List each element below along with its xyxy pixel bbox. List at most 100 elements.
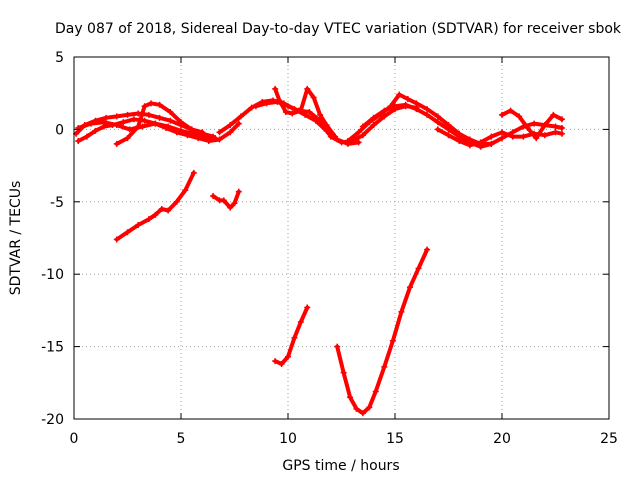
data-point xyxy=(323,122,330,129)
data-point xyxy=(130,116,137,123)
data-point xyxy=(355,129,362,136)
series-line xyxy=(114,170,196,242)
data-point xyxy=(148,100,155,107)
plot-area xyxy=(73,85,565,417)
data-point xyxy=(415,265,422,272)
data-point xyxy=(235,188,242,195)
data-point xyxy=(370,114,377,121)
series-track-g xyxy=(272,85,339,140)
data-point xyxy=(285,103,291,110)
data-point xyxy=(165,207,172,214)
data-point xyxy=(344,137,351,144)
data-point xyxy=(541,122,548,129)
data-point xyxy=(113,236,120,243)
series-line xyxy=(500,108,564,141)
data-point xyxy=(306,109,313,116)
data-point xyxy=(392,103,398,110)
plot-frame xyxy=(73,56,610,420)
x-tick-label: 25 xyxy=(600,431,618,447)
series-line xyxy=(273,305,310,366)
data-point xyxy=(237,113,244,120)
chart-title: Day 087 of 2018, Sidereal Day-to-day VTE… xyxy=(55,21,622,37)
data-point xyxy=(533,135,540,142)
data-point xyxy=(75,137,82,144)
data-point xyxy=(355,139,362,146)
data-point xyxy=(366,404,373,411)
data-point xyxy=(402,101,409,108)
data-point xyxy=(424,111,431,118)
data-point xyxy=(550,111,557,118)
data-point xyxy=(252,103,259,110)
data-point xyxy=(317,111,324,118)
data-point xyxy=(178,127,184,134)
series-track-m xyxy=(210,188,242,211)
data-point xyxy=(212,135,219,142)
data-point xyxy=(332,133,339,140)
data-point xyxy=(272,85,279,92)
data-point xyxy=(113,113,120,120)
data-point xyxy=(558,130,565,137)
data-point xyxy=(381,113,388,120)
data-point xyxy=(370,122,377,129)
data-point xyxy=(158,206,165,213)
data-point xyxy=(124,229,131,236)
data-point xyxy=(477,139,484,146)
data-point xyxy=(152,211,159,218)
data-point xyxy=(445,132,452,139)
data-point xyxy=(135,110,142,117)
data-point xyxy=(126,126,133,133)
data-point xyxy=(297,107,304,114)
data-point xyxy=(372,388,379,395)
data-point xyxy=(531,120,538,127)
data-point xyxy=(381,363,388,370)
data-point xyxy=(88,120,95,127)
data-point xyxy=(216,129,223,136)
data-point xyxy=(434,119,441,126)
data-point xyxy=(173,198,180,205)
y-axis-label: SDTVAR / TECUs xyxy=(8,181,24,296)
x-tick-label: 10 xyxy=(279,431,297,447)
data-point xyxy=(499,111,505,118)
data-point xyxy=(499,129,505,136)
data-point xyxy=(520,133,527,140)
data-point xyxy=(103,114,110,121)
data-point xyxy=(398,308,405,315)
data-point xyxy=(145,216,152,223)
data-point xyxy=(248,104,255,111)
data-point xyxy=(282,109,289,116)
data-point xyxy=(167,109,174,116)
series-track-j xyxy=(434,126,565,149)
data-point xyxy=(516,113,523,120)
y-tick-label: -20 xyxy=(41,412,64,428)
data-point xyxy=(190,169,197,176)
data-point xyxy=(190,130,197,137)
x-tick-label: 15 xyxy=(386,431,404,447)
data-point xyxy=(278,360,285,367)
y-tick-label: -10 xyxy=(41,267,64,283)
data-point xyxy=(145,111,152,118)
series-track-h xyxy=(344,91,495,147)
data-point xyxy=(263,100,270,107)
series-track-k xyxy=(499,107,565,142)
data-point xyxy=(404,95,411,102)
data-point xyxy=(220,197,227,204)
data-point xyxy=(152,120,159,127)
data-point xyxy=(276,97,283,104)
data-point xyxy=(165,123,172,130)
data-point xyxy=(135,221,142,228)
data-point xyxy=(156,101,163,108)
data-point xyxy=(227,129,234,136)
data-point xyxy=(334,343,341,350)
data-point xyxy=(227,122,234,129)
data-point xyxy=(359,123,366,130)
x-tick-label: 5 xyxy=(177,431,186,447)
data-point xyxy=(227,204,234,211)
series-line xyxy=(273,86,338,139)
data-point xyxy=(359,410,366,417)
data-point xyxy=(272,358,279,365)
data-point xyxy=(552,129,559,136)
data-point xyxy=(124,135,131,142)
y-tick-label: -15 xyxy=(41,340,64,356)
data-point xyxy=(466,142,473,149)
